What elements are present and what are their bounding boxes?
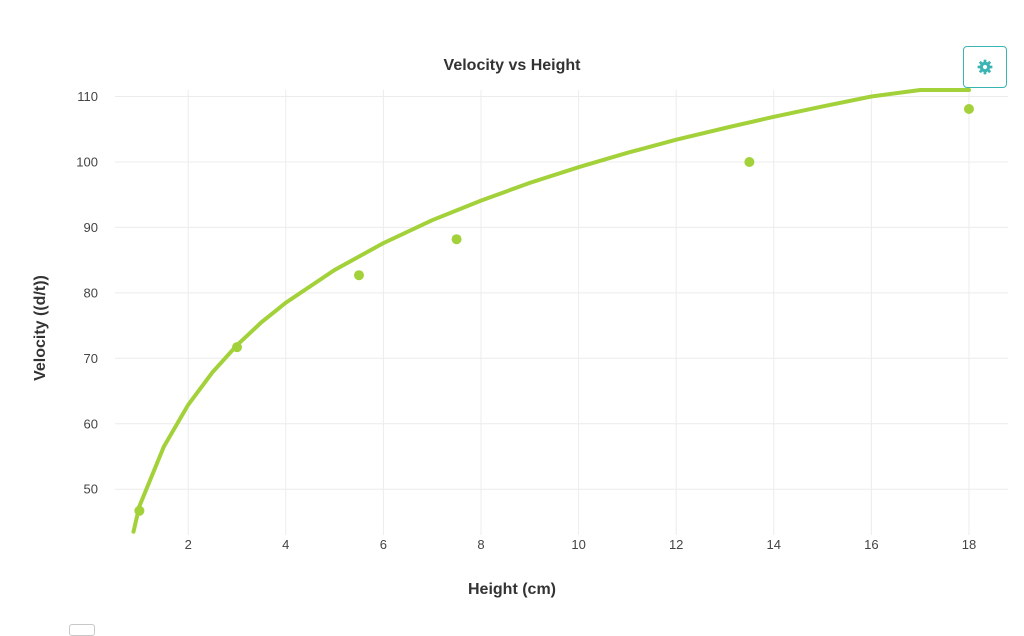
y-tick-label: 60 <box>84 416 98 431</box>
gear-icon <box>977 59 993 75</box>
x-tick-label: 14 <box>767 537 781 552</box>
data-point[interactable] <box>353 270 364 281</box>
x-tick-label: 12 <box>669 537 683 552</box>
data-point[interactable] <box>744 156 755 167</box>
legend-toggle-box[interactable] <box>69 624 95 636</box>
data-point[interactable] <box>451 234 462 245</box>
y-tick-label: 80 <box>84 285 98 300</box>
y-tick-label: 110 <box>77 89 98 104</box>
x-tick-labels: 2 4 6 8 10 12 14 16 18 <box>185 537 977 552</box>
fit-line <box>131 88 971 534</box>
y-tick-label: 50 <box>84 482 98 497</box>
x-tick-label: 6 <box>380 537 387 552</box>
data-point[interactable] <box>963 103 974 114</box>
x-axis-label: Height (cm) <box>468 581 556 598</box>
x-tick-label: 4 <box>282 537 289 552</box>
data-point[interactable] <box>231 342 242 353</box>
y-tick-labels: 50 60 70 80 90 100 110 <box>76 89 98 497</box>
x-tick-label: 8 <box>477 537 484 552</box>
x-tick-label: 10 <box>571 537 585 552</box>
y-axis-label: Velocity ((d/t)) <box>32 275 49 381</box>
data-point[interactable] <box>134 505 145 516</box>
x-tick-label: 2 <box>185 537 192 552</box>
x-tick-label: 18 <box>962 537 976 552</box>
y-tick-label: 70 <box>84 351 98 366</box>
grid <box>115 90 1008 535</box>
y-tick-label: 100 <box>76 154 98 169</box>
settings-button[interactable] <box>963 46 1007 88</box>
y-tick-label: 90 <box>84 220 98 235</box>
x-tick-label: 16 <box>864 537 878 552</box>
data-points <box>134 103 974 516</box>
chart-title: Velocity vs Height <box>444 57 582 74</box>
